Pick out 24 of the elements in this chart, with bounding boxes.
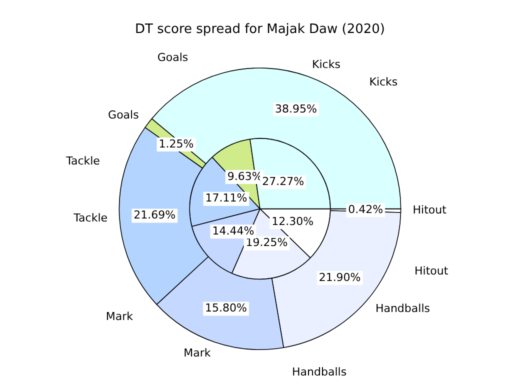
slice-label: Kicks xyxy=(312,58,341,71)
data-label: 9.63% xyxy=(227,170,262,183)
category-label: Hitout xyxy=(414,264,448,278)
data-label: 14.44% xyxy=(212,224,254,238)
category-label: Goals xyxy=(157,51,188,64)
data-label: 27.27% xyxy=(262,175,304,188)
slice-label: Hitout xyxy=(412,204,448,217)
slice-label: Tackle xyxy=(65,154,100,168)
data-label: 21.90% xyxy=(318,270,361,284)
chart-title: DT score spread for Majak Daw (2020) xyxy=(135,22,385,38)
data-label: 21.69% xyxy=(134,208,176,222)
slice-label: Mark xyxy=(184,346,212,360)
slice-label: Kicks xyxy=(369,76,398,89)
data-label: 17.11% xyxy=(205,192,248,205)
slice-label: Tackle xyxy=(72,212,108,225)
data-label: 1.25% xyxy=(158,137,194,150)
slice-label: Goals xyxy=(108,108,140,122)
data-label: 12.30% xyxy=(272,214,314,228)
data-label: 15.80% xyxy=(205,302,247,315)
slice-label: Mark xyxy=(106,310,134,323)
slice-label: Handballs xyxy=(375,302,430,315)
data-label: 38.95% xyxy=(274,102,317,116)
slice-label: Handballs xyxy=(292,365,347,378)
data-label: 19.25% xyxy=(246,236,288,250)
